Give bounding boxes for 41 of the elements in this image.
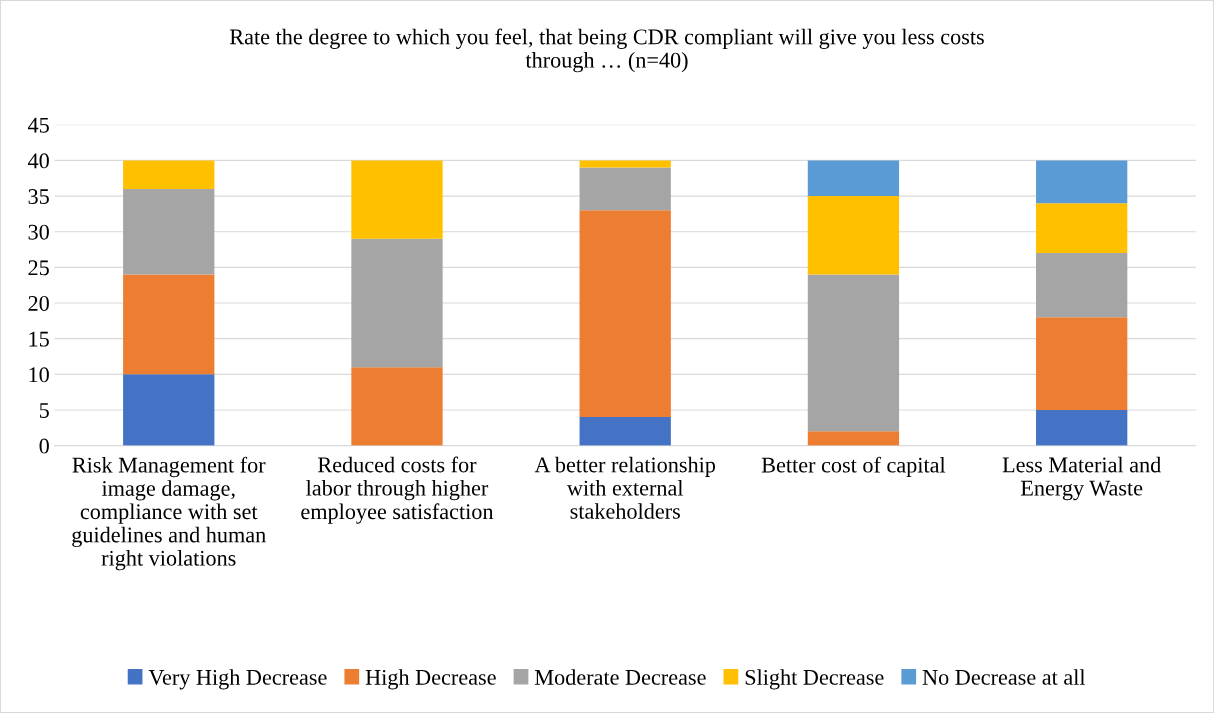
bar xyxy=(807,160,900,197)
bar xyxy=(1036,317,1128,410)
y-tick-label: 10 xyxy=(29,367,49,383)
bar xyxy=(123,188,215,275)
bar xyxy=(579,160,671,168)
legend-label: Moderate Decrease xyxy=(534,669,706,685)
x-tick-label: Reduced costs for labor through higher employee satisfaction xyxy=(301,456,494,524)
y-tick-label: 35 xyxy=(28,189,49,204)
bar xyxy=(351,238,443,368)
bar xyxy=(579,167,671,211)
y-tick-label: 25 xyxy=(28,260,49,276)
y-tick-label: 40 xyxy=(27,153,49,169)
bar xyxy=(1036,160,1128,204)
bar xyxy=(123,374,215,446)
chart-title: Rate the degree to which you feel, that being CDR compliant will give you less costs through … (n=40) xyxy=(229,28,984,73)
bar xyxy=(579,417,671,446)
bar xyxy=(351,160,443,239)
bar xyxy=(123,160,215,189)
bar xyxy=(123,274,215,375)
x-tick-label: Risk Management for image damage, compliance with set guidelines and human right violations xyxy=(72,456,266,571)
bar xyxy=(807,274,900,432)
bar xyxy=(807,431,900,446)
legend-label: High Decrease xyxy=(365,669,496,690)
y-tick-label: 0 xyxy=(39,438,49,454)
bar xyxy=(807,196,900,275)
legend-label: Slight Decrease xyxy=(745,669,884,690)
x-tick-label: Less Material and Energy Waste xyxy=(1002,456,1161,501)
y-tick-label: 45 xyxy=(27,117,49,133)
y-tick-label: 15 xyxy=(29,331,49,347)
bar xyxy=(1036,253,1128,318)
bar xyxy=(579,210,671,418)
legend-label: No Decrease at all xyxy=(922,669,1086,685)
y-tick-label: 20 xyxy=(28,295,49,311)
y-tick-label: 30 xyxy=(28,224,49,240)
bar xyxy=(351,367,443,446)
x-tick-label: Better cost of capital xyxy=(761,456,946,478)
legend-label: Very High Decrease xyxy=(148,669,327,690)
x-tick-label: A better relationship with external stakeholders xyxy=(534,456,716,519)
y-tick-label: 5 xyxy=(39,403,49,418)
bar xyxy=(1036,409,1128,446)
bar xyxy=(1036,203,1128,254)
